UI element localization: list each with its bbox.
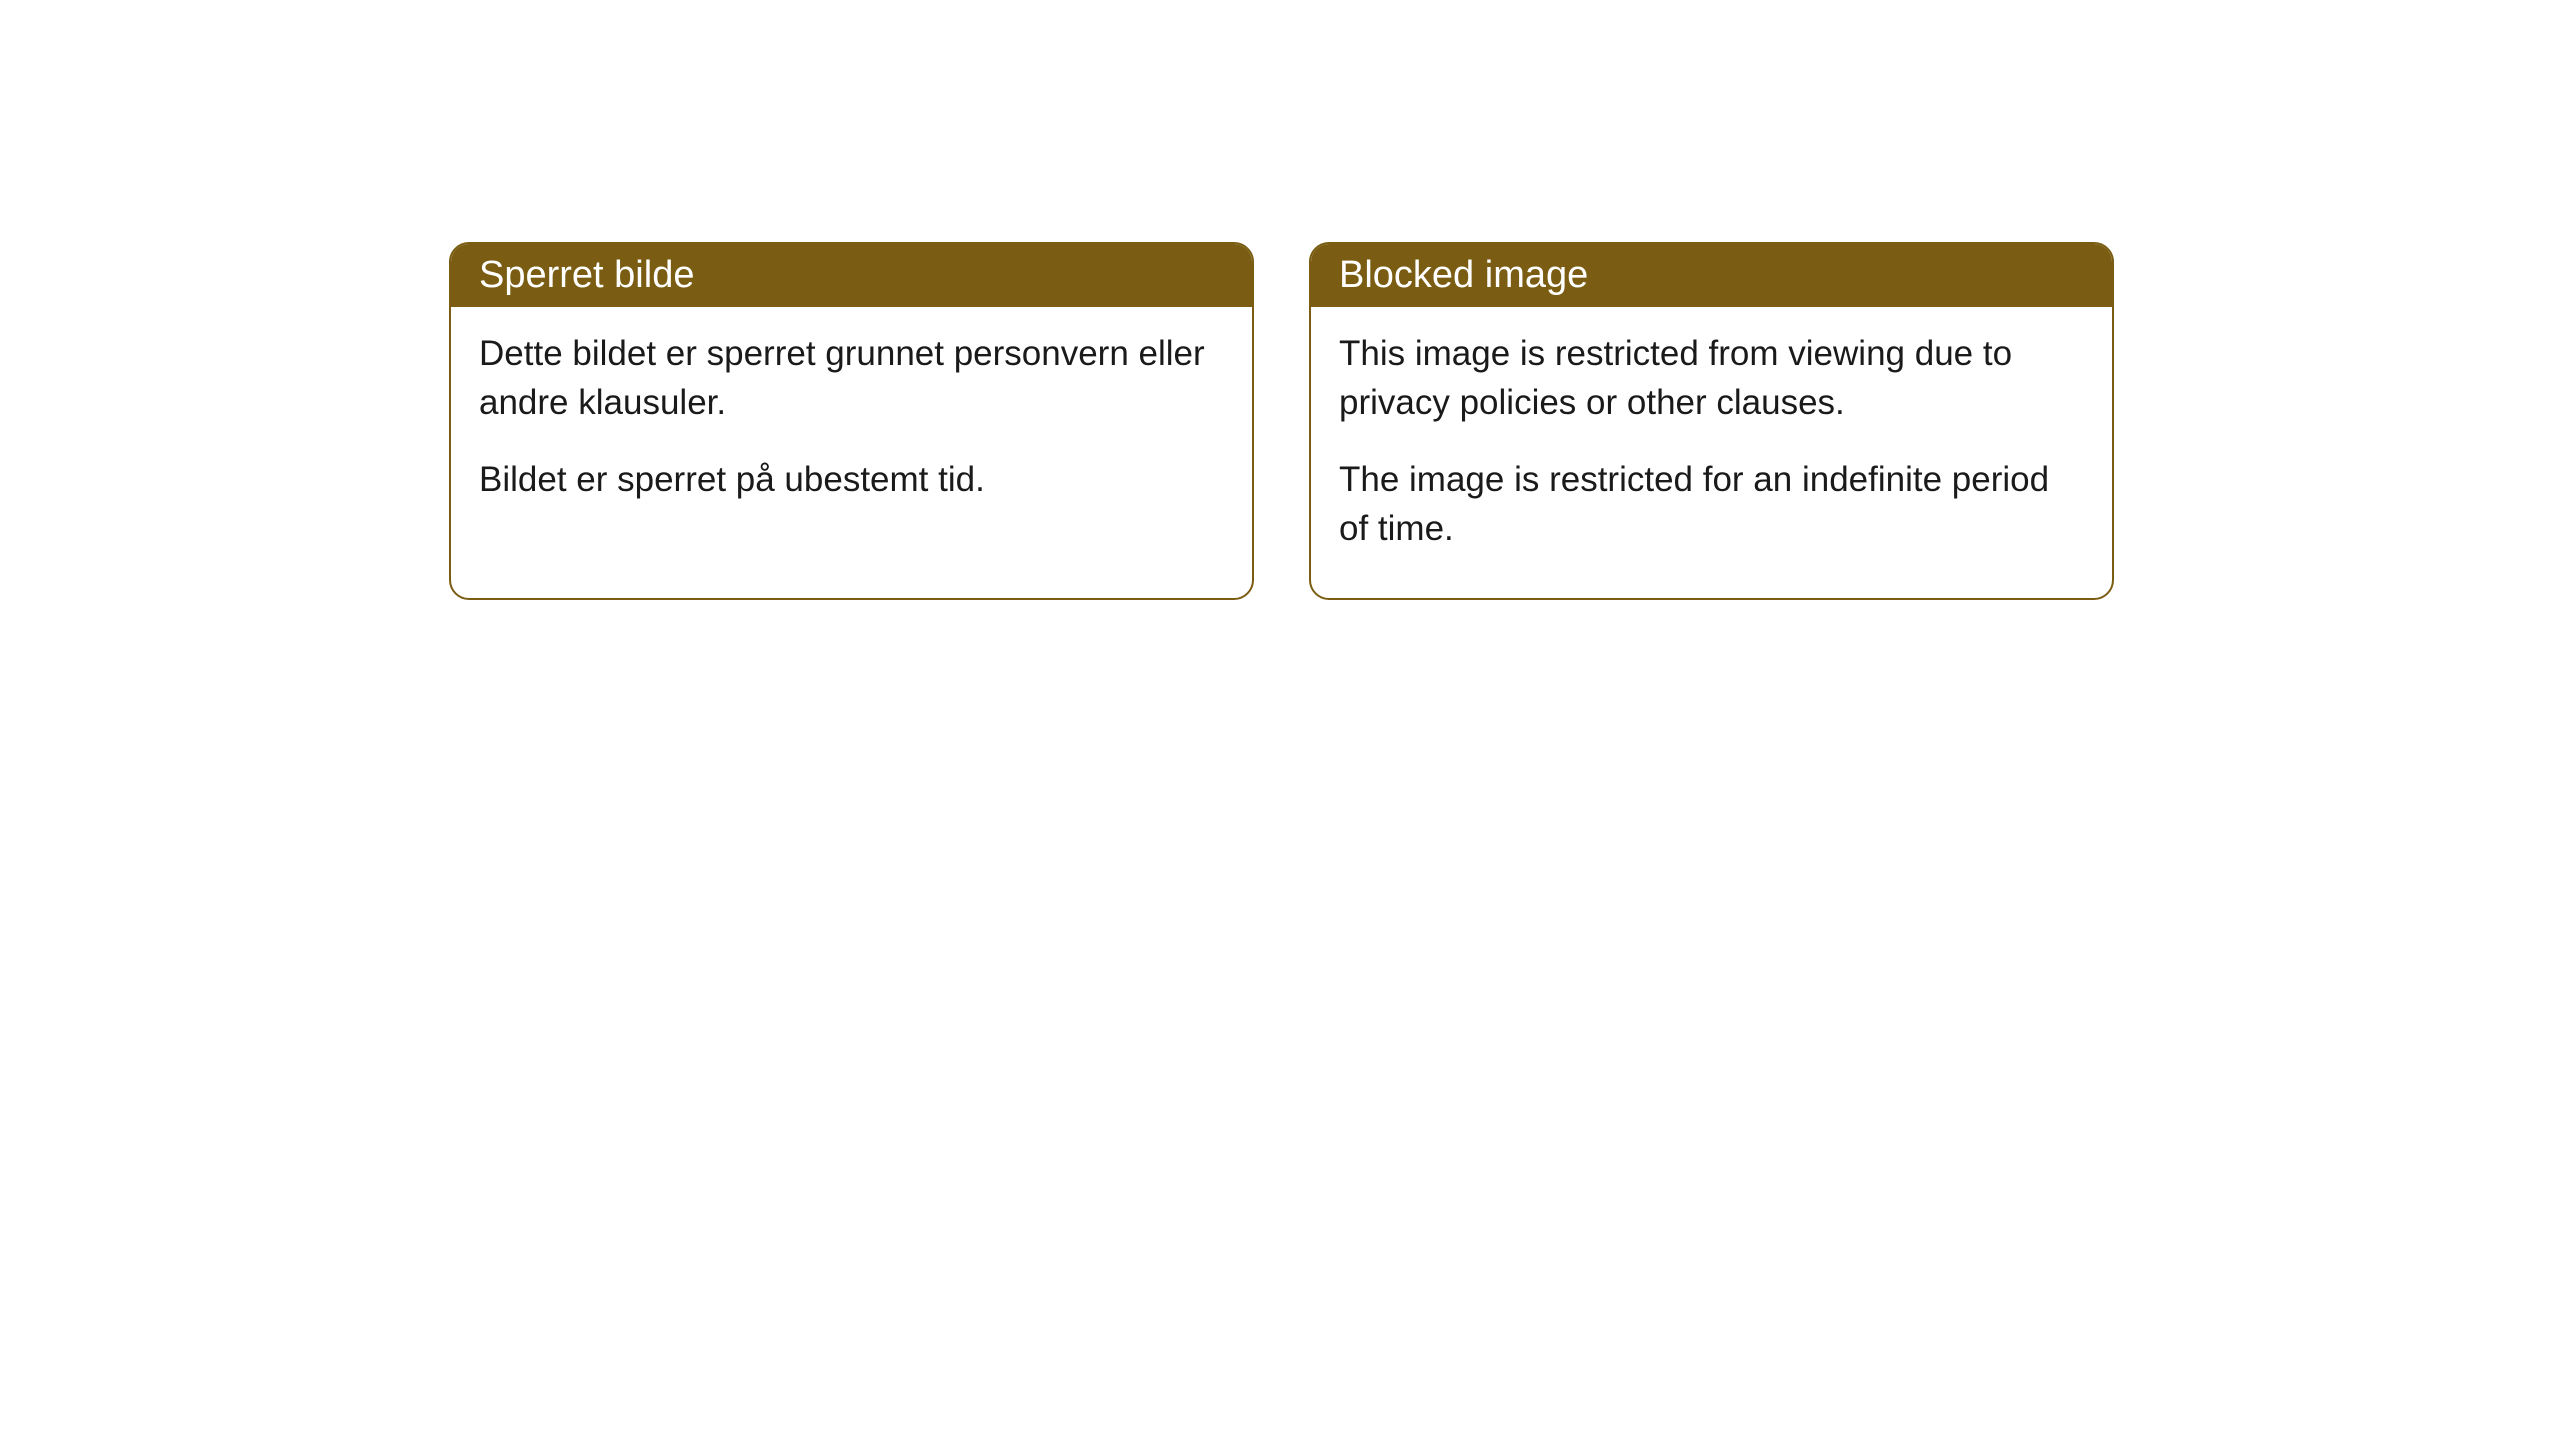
card-paragraph-2-english: The image is restricted for an indefinit…: [1339, 455, 2084, 553]
card-title-english: Blocked image: [1311, 244, 2112, 307]
card-title-norwegian: Sperret bilde: [451, 244, 1252, 307]
blocked-image-card-norwegian: Sperret bilde Dette bildet er sperret gr…: [449, 242, 1254, 600]
card-body-english: This image is restricted from viewing du…: [1311, 307, 2112, 598]
card-paragraph-1-norwegian: Dette bildet er sperret grunnet personve…: [479, 329, 1224, 427]
card-body-norwegian: Dette bildet er sperret grunnet personve…: [451, 307, 1252, 549]
card-paragraph-2-norwegian: Bildet er sperret på ubestemt tid.: [479, 455, 1224, 504]
card-paragraph-1-english: This image is restricted from viewing du…: [1339, 329, 2084, 427]
cards-container: Sperret bilde Dette bildet er sperret gr…: [449, 242, 2114, 600]
blocked-image-card-english: Blocked image This image is restricted f…: [1309, 242, 2114, 600]
